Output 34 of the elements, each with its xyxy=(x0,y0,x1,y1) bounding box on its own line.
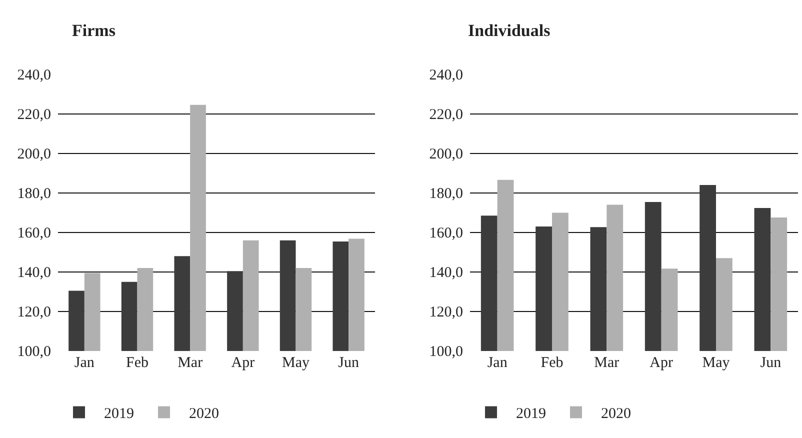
y-tick-label: 120,0 xyxy=(17,304,51,321)
x-tick-label: Apr xyxy=(231,354,255,371)
x-tick-label: Jun xyxy=(338,354,360,371)
legend-label: 2020 xyxy=(188,406,219,422)
y-tick-label: 220,0 xyxy=(17,107,51,124)
x-tick-label: Feb xyxy=(126,354,148,371)
y-tick-label: 240,0 xyxy=(17,68,51,84)
y-tick-label: 120,0 xyxy=(429,304,463,321)
y-tick-label: 100,0 xyxy=(429,344,463,360)
y-tick-label: 160,0 xyxy=(429,226,463,242)
x-tick-label: Mar xyxy=(594,354,620,371)
y-tick-label: 240,0 xyxy=(429,68,463,84)
x-tick-label: Jun xyxy=(760,354,782,371)
x-tick-label: Jan xyxy=(74,354,95,371)
x-tick-label: Jan xyxy=(487,354,508,371)
y-tick-label: 220,0 xyxy=(429,107,463,124)
x-tick-label: May xyxy=(702,354,730,371)
x-tick-label: Feb xyxy=(540,354,564,371)
y-tick-label: 140,0 xyxy=(17,265,51,282)
y-tick-label: 100,0 xyxy=(17,344,51,360)
y-tick-label: 160,0 xyxy=(17,226,51,242)
x-tick-label: May xyxy=(282,354,310,371)
y-tick-label: 140,0 xyxy=(429,265,463,282)
y-tick-label: 180,0 xyxy=(429,186,463,202)
y-tick-label: 180,0 xyxy=(17,186,51,202)
chart-title: Individuals xyxy=(468,21,551,40)
y-tick-label: 200,0 xyxy=(17,146,51,163)
y-tick-label: 200,0 xyxy=(429,146,463,163)
x-tick-label: Apr xyxy=(650,354,673,371)
legend-label: 2019 xyxy=(516,406,546,422)
chart-title: Firms xyxy=(72,21,116,40)
legend-label: 2020 xyxy=(600,406,631,422)
x-tick-label: Mar xyxy=(178,354,203,371)
legend-label: 2019 xyxy=(104,406,134,422)
